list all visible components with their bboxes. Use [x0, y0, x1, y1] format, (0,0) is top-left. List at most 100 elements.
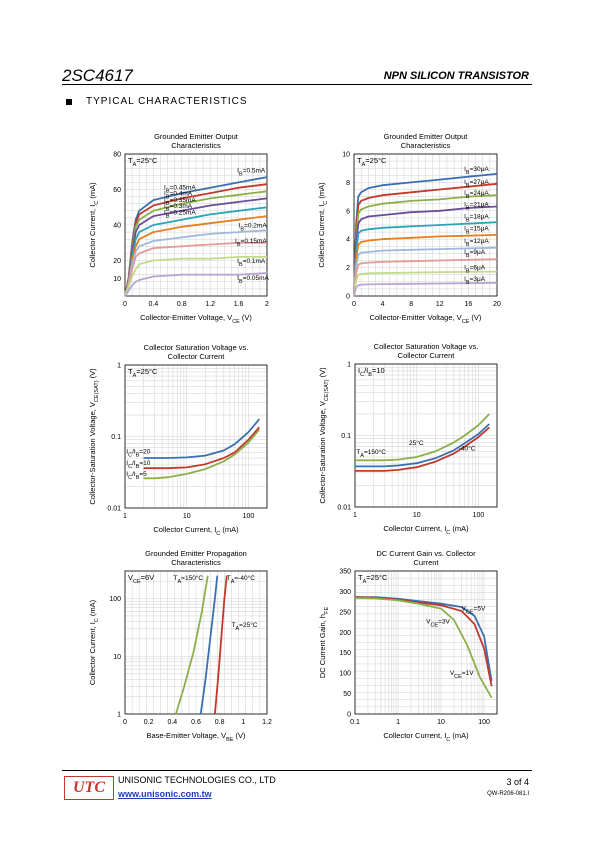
series-label: IB=0.4mA	[164, 191, 193, 201]
series-label: IB=0.2mA	[239, 223, 268, 233]
x-tick-label: 16	[465, 301, 473, 308]
chart-title: Grounded Emitter Propagation	[145, 549, 247, 558]
series-label: IB=15μA	[464, 226, 489, 236]
x-axis-label: Collector Current, IC (mA)	[153, 525, 239, 537]
series-label: IB=3μA	[464, 276, 486, 286]
y-axis-label: Collector-Saturation Voltage, VCE(SAT) (…	[318, 367, 330, 504]
chart-5: 0 0.2 0.4 0.6 0.8 1 1.2 1 10 100 Grounded Emitter …	[88, 549, 272, 743]
series-label: IB=12μA	[464, 238, 489, 248]
grid	[354, 570, 498, 715]
chart-title: Collector Current	[398, 351, 456, 360]
series-label: IB=0.3mA	[164, 203, 193, 213]
series-label: IB=18μA	[464, 214, 489, 224]
plot-frame	[124, 364, 268, 509]
x-axis-label: Collector-Emitter Voltage, VCE (V)	[370, 313, 482, 325]
chart-title: Grounded Emitter Output	[154, 132, 239, 141]
x-tick-label: 1	[353, 512, 357, 519]
footer-rule	[62, 770, 532, 771]
series-label: TA=150°C	[174, 574, 204, 585]
x-tick-label: 1.6	[234, 301, 244, 308]
x-tick-label: 100	[243, 513, 255, 520]
series-label: IC/IB=10	[126, 460, 151, 470]
header-rule	[62, 84, 532, 85]
series-line	[124, 272, 268, 297]
chart-title: Collector Saturation Voltage vs.	[374, 342, 479, 351]
y-tick-label: 1	[347, 362, 351, 369]
x-tick-label: 0.8	[177, 301, 187, 308]
part-number: 2SC4617	[62, 66, 133, 85]
y-tick-label: 0.01	[337, 505, 351, 512]
chart-title: Characteristics	[401, 141, 451, 150]
x-tick-label: 2	[265, 301, 269, 308]
page-number: 3 of 4	[506, 777, 529, 787]
series-label: TA=150°C	[356, 448, 386, 459]
x-tick-label: 100	[473, 512, 485, 519]
y-tick-label: 6	[346, 208, 350, 215]
y-tick-label: 300	[339, 589, 351, 596]
y-tick-label: 0.1	[341, 433, 351, 440]
series-label: IB=9μA	[464, 249, 486, 259]
x-axis-label: Base-Emitter Voltage, VBE (V)	[146, 731, 246, 743]
condition-label: IC/IB=10	[358, 366, 385, 378]
x-tick-label: 0.8	[215, 719, 225, 726]
condition-label: TA=25°C	[128, 367, 158, 379]
series-line	[355, 413, 490, 462]
x-tick-label: 0	[123, 719, 127, 726]
series-line	[355, 423, 490, 468]
grid	[354, 363, 498, 508]
y-tick-label: 10	[113, 276, 121, 283]
series-line	[355, 426, 490, 472]
y-axis-label: Collector Current, IC (mA)	[88, 599, 100, 685]
series-label: IC/IB=20	[126, 448, 151, 458]
series-label: IC/IB=5	[126, 471, 147, 481]
series-line	[353, 234, 498, 297]
x-tick-label: 10	[413, 512, 421, 519]
chart-4: 1 10 100 0.01 0.1 1 Collector Saturation Volta…	[318, 342, 498, 536]
chart-3: 1 10 100 0.01 0.1 1 Collector Saturation Volta…	[88, 343, 268, 537]
x-axis-label: Collector Current, IC (mA)	[383, 524, 469, 536]
series-label: IB=6μA	[464, 265, 486, 275]
y-tick-label: 50	[343, 691, 351, 698]
condition-label: TA=25°C	[128, 156, 158, 168]
series-line	[143, 426, 260, 470]
x-tick-label: 20	[493, 301, 501, 308]
series-line	[353, 246, 498, 297]
y-axis-label: DC Current Gain, hFE	[318, 607, 330, 679]
y-tick-label: 150	[339, 650, 351, 657]
x-tick-label: 1	[241, 719, 245, 726]
y-tick-label: 100	[109, 596, 121, 603]
x-tick-label: 100	[478, 719, 490, 726]
y-tick-label: 0.1	[111, 434, 121, 441]
section-heading: TYPICAL CHARACTERISTICS	[86, 96, 248, 107]
series-label: VCE=1V	[450, 670, 474, 680]
series-label: IB=0.25mA	[164, 209, 196, 219]
x-tick-label: 10	[183, 513, 191, 520]
chart-title: Collector Saturation Voltage vs.	[144, 343, 249, 352]
y-tick-label: 8	[346, 180, 350, 187]
y-axis-label: Collector Current, IC (mA)	[88, 182, 100, 268]
y-axis-label: Collector-Saturation Voltage, VCE(SAT) (…	[88, 368, 100, 505]
series-line	[143, 418, 260, 459]
x-axis-label: Collector Current, IC (mA)	[383, 731, 469, 743]
website-link[interactable]: www.unisonic.com.tw	[118, 789, 212, 799]
series-label: IB=30μA	[464, 166, 489, 176]
series-line	[199, 575, 219, 715]
series-label: 25°C	[409, 439, 424, 447]
y-tick-label: 2	[346, 265, 350, 272]
y-tick-label: 0	[347, 712, 351, 719]
condition-label: VCE=6V	[128, 573, 154, 585]
series-label: IB=0.45mA	[164, 185, 196, 195]
x-axis-label: Collector-Emitter Voltage, VCE (V)	[140, 313, 252, 325]
x-tick-label: 1.2	[205, 301, 215, 308]
condition-label: TA=25°C	[358, 573, 388, 585]
part-description: NPN SILICON TRANSISTOR	[383, 70, 529, 82]
chart-title: Collector Current	[168, 352, 226, 361]
chart-1: 0 0.4 0.8 1.2 1.6 2 10 20 40 60 80 Grounded Emitter…	[88, 132, 270, 325]
series-line	[124, 241, 267, 297]
y-tick-label: 4	[346, 237, 350, 244]
y-tick-label: 100	[339, 671, 351, 678]
x-tick-label: 10	[437, 719, 445, 726]
series-line	[353, 282, 498, 297]
plot-frame	[124, 153, 268, 297]
